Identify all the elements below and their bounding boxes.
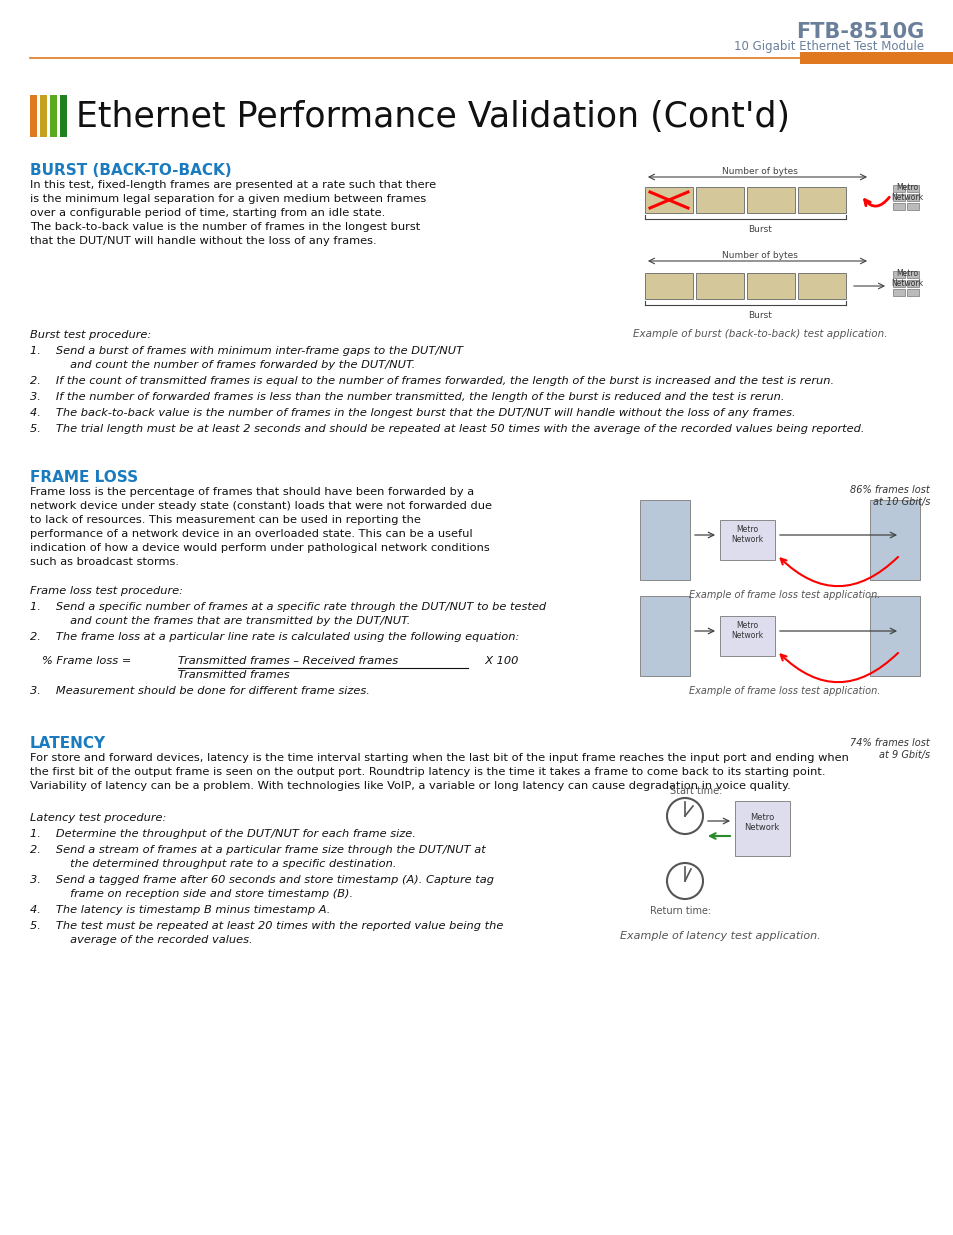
Text: LATENCY: LATENCY [30, 736, 106, 751]
Text: that the DUT/NUT will handle without the loss of any frames.: that the DUT/NUT will handle without the… [30, 236, 376, 246]
Text: over a configurable period of time, starting from an idle state.: over a configurable period of time, star… [30, 207, 385, 219]
Text: Latency test procedure:: Latency test procedure: [30, 813, 166, 823]
Bar [906, 280, 918, 287]
Text: is the minimum legal separation for a given medium between frames: is the minimum legal separation for a gi… [30, 194, 426, 204]
Bar [906, 203, 918, 210]
Text: frame on reception side and store timestamp (B).: frame on reception side and store timest… [52, 889, 353, 899]
Bar [644, 186, 692, 212]
Text: Example of frame loss test application.: Example of frame loss test application. [689, 590, 880, 600]
Bar [892, 270, 904, 278]
Text: Example of frame loss test application.: Example of frame loss test application. [689, 685, 880, 697]
Text: Metro
Network: Metro Network [743, 813, 779, 832]
Bar [906, 194, 918, 201]
Bar [797, 186, 845, 212]
Bar [746, 273, 794, 299]
Text: Transmitted frames – Received frames: Transmitted frames – Received frames [178, 656, 397, 666]
Text: Number of bytes: Number of bytes [721, 167, 797, 177]
Text: For store and forward devices, latency is the time interval starting when the la: For store and forward devices, latency i… [30, 753, 848, 763]
Text: 4.  The latency is timestamp B minus timestamp A.: 4. The latency is timestamp B minus time… [30, 905, 330, 915]
Text: 4.  The back-to-back value is the number of frames in the longest burst that the: 4. The back-to-back value is the number … [30, 408, 795, 417]
Bar [797, 273, 845, 299]
Bar [30, 95, 37, 137]
Text: the first bit of the output frame is seen on the output port. Roundtrip latency : the first bit of the output frame is see… [30, 767, 824, 777]
Text: 86% frames lost
at 10 Gbit/s: 86% frames lost at 10 Gbit/s [849, 485, 929, 506]
Bar [720, 616, 774, 656]
Text: Frame loss test procedure:: Frame loss test procedure: [30, 585, 183, 597]
Text: Example of burst (back-to-back) test application.: Example of burst (back-to-back) test app… [632, 329, 886, 338]
Text: Burst: Burst [747, 225, 771, 233]
Bar [892, 280, 904, 287]
Text: 1.  Send a burst of frames with minimum inter-frame gaps to the DUT/NUT: 1. Send a burst of frames with minimum i… [30, 346, 462, 356]
Text: 2.  If the count of transmitted frames is equal to the number of frames forwarde: 2. If the count of transmitted frames is… [30, 375, 833, 387]
Bar [892, 289, 904, 296]
Text: 3.  Send a tagged frame after 60 seconds and store timestamp (A). Capture tag: 3. Send a tagged frame after 60 seconds … [30, 876, 494, 885]
Text: Transmitted frames: Transmitted frames [178, 671, 290, 680]
Text: Start time:: Start time: [669, 785, 721, 797]
Bar [696, 273, 743, 299]
Text: Metro
Network: Metro Network [730, 525, 762, 545]
Text: Metro
Network: Metro Network [730, 621, 762, 641]
Text: 5.  The trial length must be at least 2 seconds and should be repeated at least : 5. The trial length must be at least 2 s… [30, 424, 863, 433]
Bar [746, 186, 794, 212]
Text: Metro
Network: Metro Network [890, 183, 923, 203]
Text: average of the recorded values.: average of the recorded values. [52, 935, 253, 945]
Text: Metro
Network: Metro Network [890, 269, 923, 289]
Bar [734, 802, 789, 856]
Bar [696, 186, 743, 212]
Text: % Frame loss =: % Frame loss = [42, 656, 132, 666]
Text: 1.  Determine the throughput of the DUT/NUT for each frame size.: 1. Determine the throughput of the DUT/N… [30, 829, 416, 839]
Bar [906, 185, 918, 191]
Bar [869, 500, 919, 580]
Bar [892, 203, 904, 210]
Bar [639, 597, 689, 676]
Bar [906, 289, 918, 296]
Text: Number of bytes: Number of bytes [721, 251, 797, 261]
Text: Frame loss is the percentage of frames that should have been forwarded by a: Frame loss is the percentage of frames t… [30, 487, 474, 496]
Bar [60, 95, 67, 137]
Bar [720, 520, 774, 559]
Bar [869, 597, 919, 676]
Text: FRAME LOSS: FRAME LOSS [30, 471, 138, 485]
Text: 10 Gigabit Ethernet Test Module: 10 Gigabit Ethernet Test Module [733, 40, 923, 53]
Text: Ethernet Performance Validation (Cont'd): Ethernet Performance Validation (Cont'd) [76, 100, 789, 135]
Text: 3.  If the number of forwarded frames is less than the number transmitted, the l: 3. If the number of forwarded frames is … [30, 391, 783, 403]
Bar [906, 270, 918, 278]
Text: BURST (BACK-TO-BACK): BURST (BACK-TO-BACK) [30, 163, 232, 178]
Text: and count the frames that are transmitted by the DUT/NUT.: and count the frames that are transmitte… [52, 616, 410, 626]
Text: such as broadcast storms.: such as broadcast storms. [30, 557, 179, 567]
Text: 2.  Send a stream of frames at a particular frame size through the DUT/NUT at: 2. Send a stream of frames at a particul… [30, 845, 485, 855]
Text: 5.  The test must be repeated at least 20 times with the reported value being th: 5. The test must be repeated at least 20… [30, 921, 503, 931]
Text: Return time:: Return time: [649, 906, 711, 916]
Text: the determined throughput rate to a specific destination.: the determined throughput rate to a spec… [52, 860, 396, 869]
Text: network device under steady state (constant) loads that were not forwarded due: network device under steady state (const… [30, 501, 492, 511]
Bar [800, 52, 953, 64]
Text: 1.  Send a specific number of frames at a specific rate through the DUT/NUT to b: 1. Send a specific number of frames at a… [30, 601, 545, 613]
Text: 2.  The frame loss at a particular line rate is calculated using the following e: 2. The frame loss at a particular line r… [30, 632, 518, 642]
Text: Example of latency test application.: Example of latency test application. [619, 931, 820, 941]
Text: X 100: X 100 [477, 656, 517, 666]
Text: 74% frames lost
at 9 Gbit/s: 74% frames lost at 9 Gbit/s [849, 739, 929, 760]
Bar [892, 185, 904, 191]
Text: FTB-8510G: FTB-8510G [795, 22, 923, 42]
Bar [892, 194, 904, 201]
Text: and count the number of frames forwarded by the DUT/NUT.: and count the number of frames forwarded… [52, 359, 415, 370]
Text: Burst: Burst [747, 311, 771, 320]
Bar [50, 95, 57, 137]
Bar [40, 95, 47, 137]
Text: indication of how a device would perform under pathological network conditions: indication of how a device would perform… [30, 543, 489, 553]
Text: Burst test procedure:: Burst test procedure: [30, 330, 152, 340]
Text: 3.  Measurement should be done for different frame sizes.: 3. Measurement should be done for differ… [30, 685, 370, 697]
Text: to lack of resources. This measurement can be used in reporting the: to lack of resources. This measurement c… [30, 515, 420, 525]
Text: The back-to-back value is the number of frames in the longest burst: The back-to-back value is the number of … [30, 222, 420, 232]
Bar [639, 500, 689, 580]
Bar [644, 273, 692, 299]
Text: Variability of latency can be a problem. With technologies like VoIP, a variable: Variability of latency can be a problem.… [30, 781, 790, 790]
Text: performance of a network device in an overloaded state. This can be a useful: performance of a network device in an ov… [30, 529, 472, 538]
Text: In this test, fixed-length frames are presented at a rate such that there: In this test, fixed-length frames are pr… [30, 180, 436, 190]
